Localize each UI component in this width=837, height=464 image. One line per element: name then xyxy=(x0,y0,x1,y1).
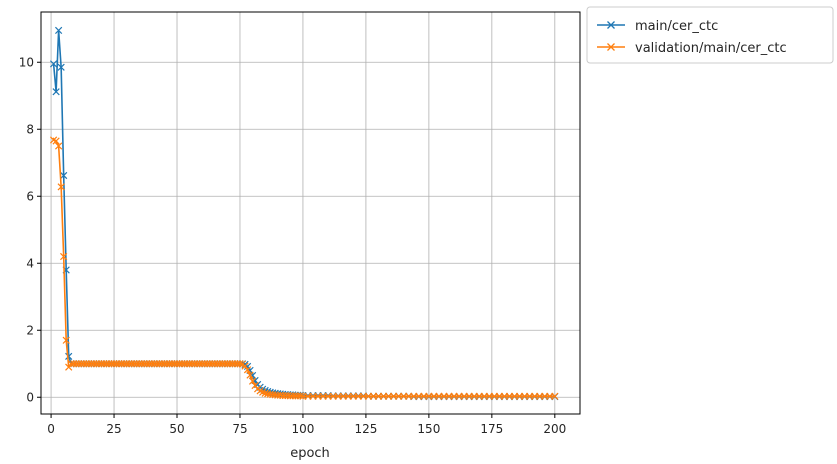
y-tick-label: 4 xyxy=(26,256,34,270)
plot-frame xyxy=(40,11,581,415)
data-point xyxy=(55,142,63,150)
y-tick-label: 0 xyxy=(26,390,34,404)
series-line xyxy=(53,139,555,398)
legend: main/cer_ctc validation/main/cer_ctc xyxy=(586,6,834,64)
x-tick-label: 50 xyxy=(169,422,184,436)
data-point xyxy=(241,362,249,370)
data-point xyxy=(57,183,65,191)
x-tick-label: 200 xyxy=(543,422,566,436)
data-point xyxy=(243,362,252,371)
data-point xyxy=(551,392,559,400)
x-tick-label: 125 xyxy=(354,422,377,436)
x-tick-label: 100 xyxy=(291,422,314,436)
y-tick-label: 6 xyxy=(26,189,34,203)
x-tick-label: 150 xyxy=(417,422,440,436)
legend-entry: main/cer_ctc xyxy=(597,19,718,34)
ticks: 0 25 50 75 100 125 150 175 200 0 2 4 6 8 10 xyxy=(19,55,567,436)
series-main-cer-ctc xyxy=(49,26,559,401)
data-point xyxy=(60,171,68,180)
data-point xyxy=(55,26,63,35)
x-axis-label: epoch xyxy=(290,446,330,461)
legend-label: main/cer_ctc xyxy=(635,19,718,34)
data-point xyxy=(60,252,68,261)
series-validation-main-cer-ctc xyxy=(49,136,559,400)
legend-marker xyxy=(607,21,615,29)
data-point xyxy=(246,371,254,379)
legend-marker xyxy=(607,43,615,51)
data-point xyxy=(52,88,60,96)
data-point xyxy=(236,360,244,368)
data-point xyxy=(57,63,65,71)
series-layer xyxy=(49,26,559,401)
data-point xyxy=(52,137,60,145)
x-tick-label: 0 xyxy=(47,422,55,436)
legend-frame xyxy=(586,6,834,64)
y-tick-label: 2 xyxy=(26,323,34,337)
legend-label: validation/main/cer_ctc xyxy=(635,41,787,56)
x-tick-label: 25 xyxy=(106,422,121,436)
data-point xyxy=(49,60,58,68)
data-point xyxy=(62,336,70,344)
data-point xyxy=(296,392,305,400)
legend-entry: validation/main/cer_ctc xyxy=(597,41,787,56)
y-tick-label: 8 xyxy=(26,122,34,136)
legend-items: main/cer_ctc validation/main/cer_ctc xyxy=(597,19,787,56)
axes xyxy=(40,11,581,415)
x-tick-label: 75 xyxy=(232,422,247,436)
series-line xyxy=(52,29,555,398)
data-point xyxy=(248,377,257,385)
data-point xyxy=(65,352,73,361)
x-tick-label: 175 xyxy=(480,422,503,436)
y-tick-label: 10 xyxy=(19,55,34,69)
data-point xyxy=(243,366,252,374)
grid xyxy=(41,12,580,414)
